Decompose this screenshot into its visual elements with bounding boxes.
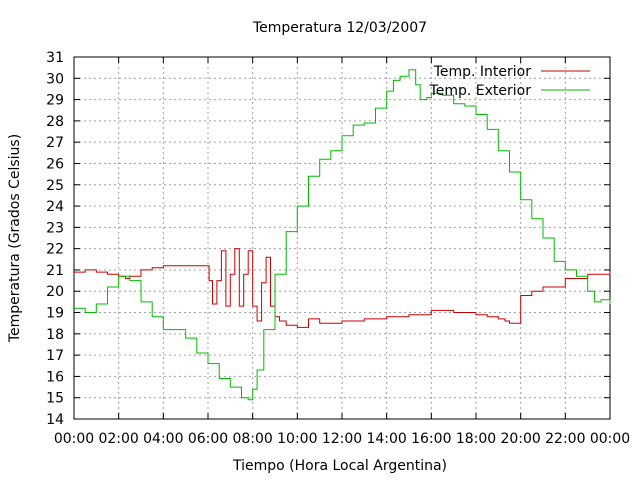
y-tick-label: 28 [46,114,64,130]
y-tick-label: 29 [46,93,64,109]
x-tick-label: 08:00 [232,431,272,447]
series-line-exterior [74,69,611,401]
x-tick-label: 12:00 [322,431,362,447]
x-tick-label: 06:00 [188,431,228,447]
x-tick-label: 18:00 [456,431,496,447]
y-tick-label: 25 [46,178,64,194]
y-tick-label: 26 [46,156,64,172]
x-tick-label: 04:00 [143,431,183,447]
x-tick-label: 14:00 [366,431,406,447]
y-tick-label: 20 [46,284,64,300]
grid-lines [74,57,610,419]
legend-label: Temp. Interior [433,64,532,80]
y-tick-label: 15 [46,391,64,407]
x-tick-label: 20:00 [500,431,540,447]
x-tick-label: 22:00 [545,431,585,447]
x-tick-label: 00:00 [54,431,94,447]
x-tick-label: 10:00 [277,431,317,447]
y-axis-label: Temperatura (Grados Celsius) [7,134,23,343]
legend-label: Temp. Exterior [429,83,532,99]
y-tick-label: 27 [46,135,64,151]
y-tick-label: 17 [46,348,64,364]
axis-ticks: 00:00 02:00 04:00 06:00 08:00 10:00 12:00 14:00… [46,50,630,447]
y-tick-label: 23 [46,220,64,236]
chart-title: Temperatura 12/03/2007 [252,20,427,36]
x-tick-label: 00:00 [590,431,630,447]
y-tick-label: 18 [46,327,64,343]
x-tick-label: 02:00 [98,431,138,447]
y-tick-label: 14 [46,412,64,428]
x-axis-label: Tiempo (Hora Local Argentina) [232,458,447,474]
series-line-interior [74,248,611,328]
y-tick-label: 31 [46,50,64,66]
series-lines [74,69,611,401]
y-tick-label: 30 [46,71,64,87]
y-tick-label: 22 [46,242,64,258]
y-tick-label: 16 [46,369,64,385]
x-tick-label: 16:00 [411,431,451,447]
legend: Temp. Interior Temp. Exterior [429,64,590,99]
y-tick-label: 24 [46,199,64,215]
y-tick-label: 19 [46,306,64,322]
y-tick-label: 21 [46,263,64,279]
